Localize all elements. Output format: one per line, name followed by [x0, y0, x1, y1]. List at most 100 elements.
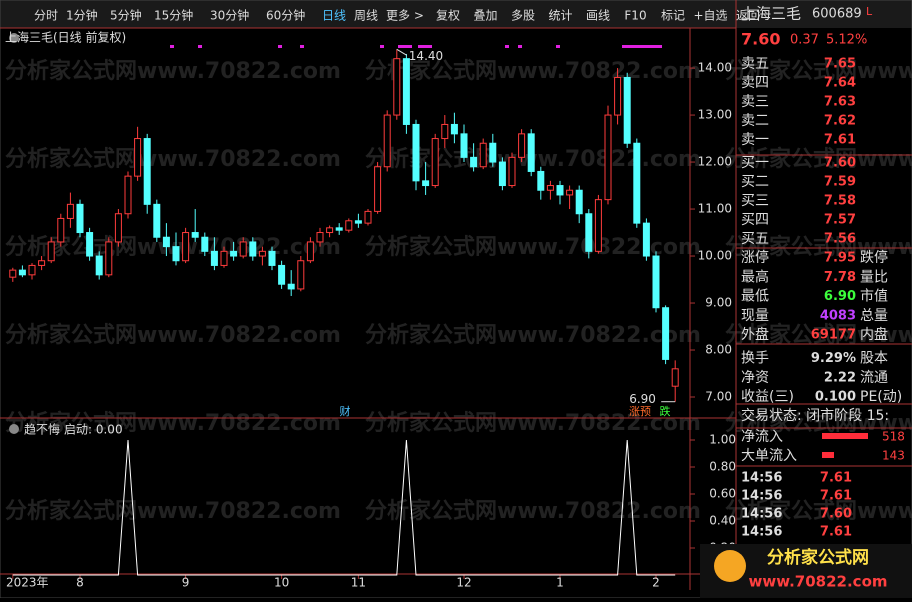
- watermark: 分析家公式网www.70822.com: [725, 234, 912, 260]
- price: 7.60: [741, 30, 780, 49]
- watermark: 分析家公式网www.70822.com: [5, 322, 341, 348]
- book-price: 7.57: [824, 213, 856, 228]
- x-tick-label: 1: [556, 576, 564, 590]
- book-label: 卖三: [741, 94, 769, 110]
- stat-label: 净资: [741, 370, 769, 386]
- period-tab[interactable]: 30分钟: [210, 8, 249, 23]
- book-price: 7.58: [824, 194, 856, 209]
- stat-value: 6.90: [824, 289, 856, 304]
- x-tick-label: 10: [274, 576, 289, 590]
- flow-label: 净流入: [741, 429, 783, 445]
- stock-code: 600689: [812, 7, 862, 22]
- candle-body: [86, 232, 94, 257]
- candle-body: [470, 156, 478, 168]
- high-pointer: [396, 48, 408, 56]
- stat-label: 总量: [860, 308, 888, 324]
- y-tick-label: 1.00: [709, 433, 736, 447]
- tool-button[interactable]: 返回: [736, 9, 760, 23]
- y-tick-label: 14.00: [698, 61, 732, 75]
- period-tab[interactable]: 日线: [322, 9, 346, 23]
- book-price: 7.61: [824, 133, 856, 148]
- candle-body: [508, 156, 516, 187]
- stat-label: 市值: [860, 288, 888, 305]
- trade-price: 7.61: [820, 489, 852, 504]
- tool-button[interactable]: +自选: [693, 9, 727, 23]
- candle-body: [230, 250, 238, 257]
- candle-body: [546, 185, 554, 191]
- x-tick-label: 2: [652, 576, 660, 590]
- change-pct: 5.12%: [826, 33, 867, 48]
- candle-body: [143, 138, 151, 205]
- candle-body: [201, 236, 209, 252]
- candle-body: [585, 213, 593, 252]
- watermark: 分析家公式网www.70822.com: [725, 498, 912, 524]
- tool-button[interactable]: 多股: [511, 9, 535, 23]
- candle-body: [306, 241, 314, 262]
- flow-bar: [822, 433, 868, 439]
- trade-time: 14:56: [741, 525, 782, 540]
- candle-body: [374, 166, 382, 212]
- candle-body: [191, 232, 199, 238]
- book-label: 卖二: [741, 113, 769, 129]
- period-tab[interactable]: 15分钟: [154, 8, 193, 23]
- candle-body: [47, 241, 55, 262]
- candle-body: [393, 58, 401, 116]
- y-tick-label: 0.40: [709, 514, 736, 528]
- y-tick-label: 11.00: [698, 202, 732, 216]
- candle-body: [604, 114, 612, 201]
- candle-body: [383, 114, 391, 168]
- tool-button[interactable]: 画线: [586, 9, 610, 23]
- period-tab[interactable]: 周线: [354, 9, 378, 23]
- candle-body: [662, 307, 670, 360]
- book-price: 7.65: [824, 57, 856, 72]
- stat-label: 外盘: [741, 326, 769, 343]
- candle-body: [364, 210, 372, 224]
- flow-value: 518: [882, 430, 905, 444]
- candle-body: [498, 161, 506, 187]
- period-tab[interactable]: 1分钟: [66, 8, 98, 23]
- candle-body: [623, 76, 631, 144]
- collapse-icon[interactable]: [9, 424, 19, 434]
- candle-body: [76, 203, 84, 234]
- indicator-title: 趋不悔: [24, 422, 60, 437]
- tool-button[interactable]: 复权: [436, 9, 460, 23]
- toolbar-bg: [0, 0, 912, 28]
- candle-body: [162, 236, 170, 248]
- tool-button[interactable]: 叠加: [473, 9, 497, 23]
- book-label: 卖一: [741, 132, 769, 148]
- event-marker[interactable]: 涨预: [629, 405, 651, 418]
- tool-button[interactable]: F10: [624, 9, 646, 23]
- period-tab[interactable]: 5分钟: [110, 8, 142, 23]
- candle-body: [527, 133, 535, 172]
- stat-value: 69177: [811, 328, 856, 343]
- y-tick-label: 7.00: [705, 390, 732, 404]
- watermark: 分析家公式网www.70822.com: [5, 410, 341, 436]
- x-tick-label: 11: [351, 576, 366, 590]
- tool-button[interactable]: 统计: [548, 9, 572, 23]
- trade-time: 14:56: [741, 489, 782, 504]
- event-marker[interactable]: 跌: [660, 404, 671, 418]
- candle-body: [556, 185, 564, 196]
- collapse-icon[interactable]: [9, 33, 19, 43]
- candle-body: [38, 260, 46, 266]
- stat-label: 换手: [741, 350, 769, 367]
- trade-time: 14:56: [741, 471, 782, 486]
- event-marker[interactable]: 财: [340, 404, 351, 418]
- y-tick-label: 0.60: [709, 487, 736, 501]
- period-tab[interactable]: 更多 >: [386, 9, 424, 23]
- candle-body: [642, 222, 650, 257]
- period-tab[interactable]: 60分钟: [266, 8, 305, 23]
- candle-body: [239, 241, 247, 257]
- stat-label: 现量: [741, 308, 769, 324]
- book-label: 卖四: [741, 75, 769, 91]
- watermark: 分析家公式网www.70822.com: [365, 410, 701, 436]
- stat-label: 涨停: [741, 249, 769, 266]
- tool-button[interactable]: 标记: [661, 9, 685, 23]
- book-label: 买一: [741, 155, 769, 171]
- candle-body: [671, 368, 679, 387]
- stat-label: PE(动): [860, 389, 902, 405]
- stat-label: 量比: [860, 269, 888, 285]
- period-tab[interactable]: 分时: [34, 9, 58, 23]
- y-tick-label: 0.80: [709, 460, 736, 474]
- stat-label: 最高: [741, 268, 769, 285]
